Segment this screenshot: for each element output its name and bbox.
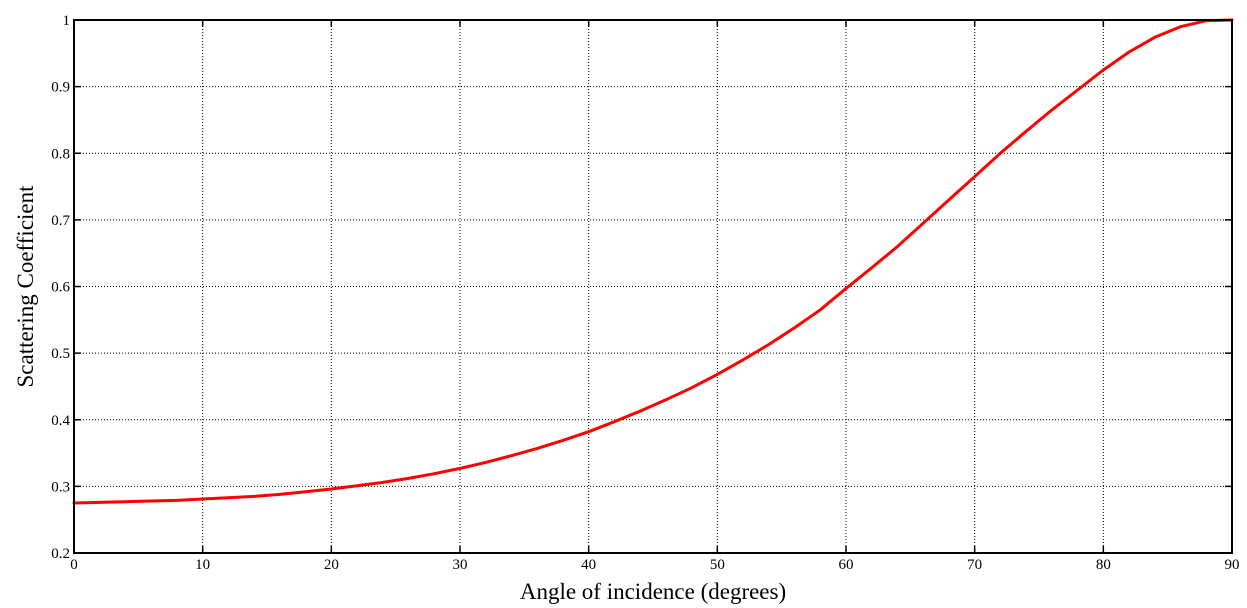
x-tick-label: 70	[967, 557, 982, 573]
x-tick-label: 0	[70, 557, 78, 573]
series-layer	[72, 18, 1234, 505]
x-tick-labels: 0 10 20 30 40 50 60 70 80 90	[70, 557, 1239, 573]
x-tick-label: 60	[839, 557, 854, 573]
y-tick-label: 0.6	[51, 280, 70, 296]
y-tick-label: 0.7	[51, 213, 70, 229]
y-tick-label: 0.4	[51, 413, 70, 429]
x-axis-title: Angle of incidence (degrees)	[520, 579, 786, 604]
y-tick-label: 0.2	[51, 546, 70, 562]
x-tick-label: 30	[453, 557, 468, 573]
x-tick-label: 90	[1225, 557, 1240, 573]
y-tick-label: 0.5	[51, 346, 70, 362]
x-tick-label: 40	[581, 557, 596, 573]
y-tick-label: 0.3	[51, 479, 70, 495]
x-tick-label: 50	[710, 557, 725, 573]
y-tick-label: 0.9	[51, 80, 70, 96]
x-tick-label: 20	[324, 557, 339, 573]
y-axis-title: Scattering Coefficient	[13, 185, 38, 388]
series-line-1	[72, 18, 1234, 505]
x-tick-label: 80	[1096, 557, 1111, 573]
y-tick-label: 1	[63, 13, 71, 29]
x-tick-label: 10	[195, 557, 210, 573]
axis-ticks	[73, 19, 1233, 554]
grid-lines	[74, 20, 1232, 553]
y-tick-labels: 0.2 0.3 0.4 0.5 0.6 0.7 0.8 0.9 1	[51, 13, 70, 562]
y-tick-label: 0.8	[51, 146, 70, 162]
